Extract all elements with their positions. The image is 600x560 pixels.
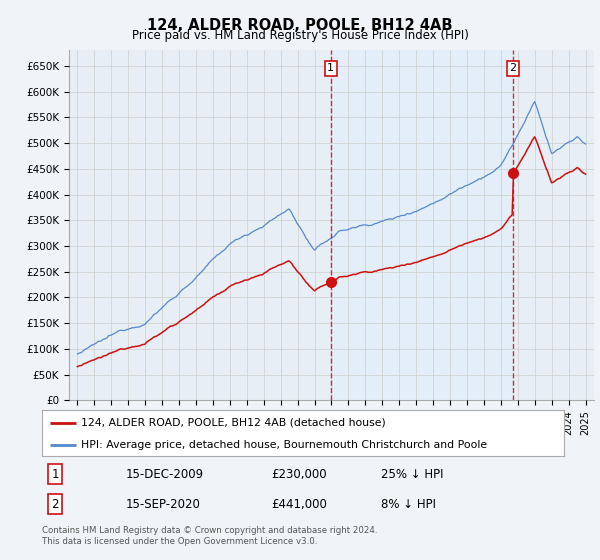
Text: Price paid vs. HM Land Registry's House Price Index (HPI): Price paid vs. HM Land Registry's House … <box>131 29 469 42</box>
Text: 15-SEP-2020: 15-SEP-2020 <box>125 498 200 511</box>
Text: £441,000: £441,000 <box>272 498 328 511</box>
Text: 1: 1 <box>328 63 334 73</box>
Text: Contains HM Land Registry data © Crown copyright and database right 2024.
This d: Contains HM Land Registry data © Crown c… <box>42 526 377 546</box>
Bar <box>331 50 513 400</box>
Text: HPI: Average price, detached house, Bournemouth Christchurch and Poole: HPI: Average price, detached house, Bour… <box>81 440 487 450</box>
Text: 1: 1 <box>52 468 59 480</box>
Text: 124, ALDER ROAD, POOLE, BH12 4AB: 124, ALDER ROAD, POOLE, BH12 4AB <box>147 18 453 33</box>
Text: 15-DEC-2009: 15-DEC-2009 <box>125 468 203 480</box>
Text: 2: 2 <box>509 63 517 73</box>
Text: 2: 2 <box>52 498 59 511</box>
Text: 8% ↓ HPI: 8% ↓ HPI <box>382 498 436 511</box>
Text: £230,000: £230,000 <box>272 468 328 480</box>
Text: 25% ↓ HPI: 25% ↓ HPI <box>382 468 444 480</box>
Text: 124, ALDER ROAD, POOLE, BH12 4AB (detached house): 124, ALDER ROAD, POOLE, BH12 4AB (detach… <box>81 418 386 428</box>
